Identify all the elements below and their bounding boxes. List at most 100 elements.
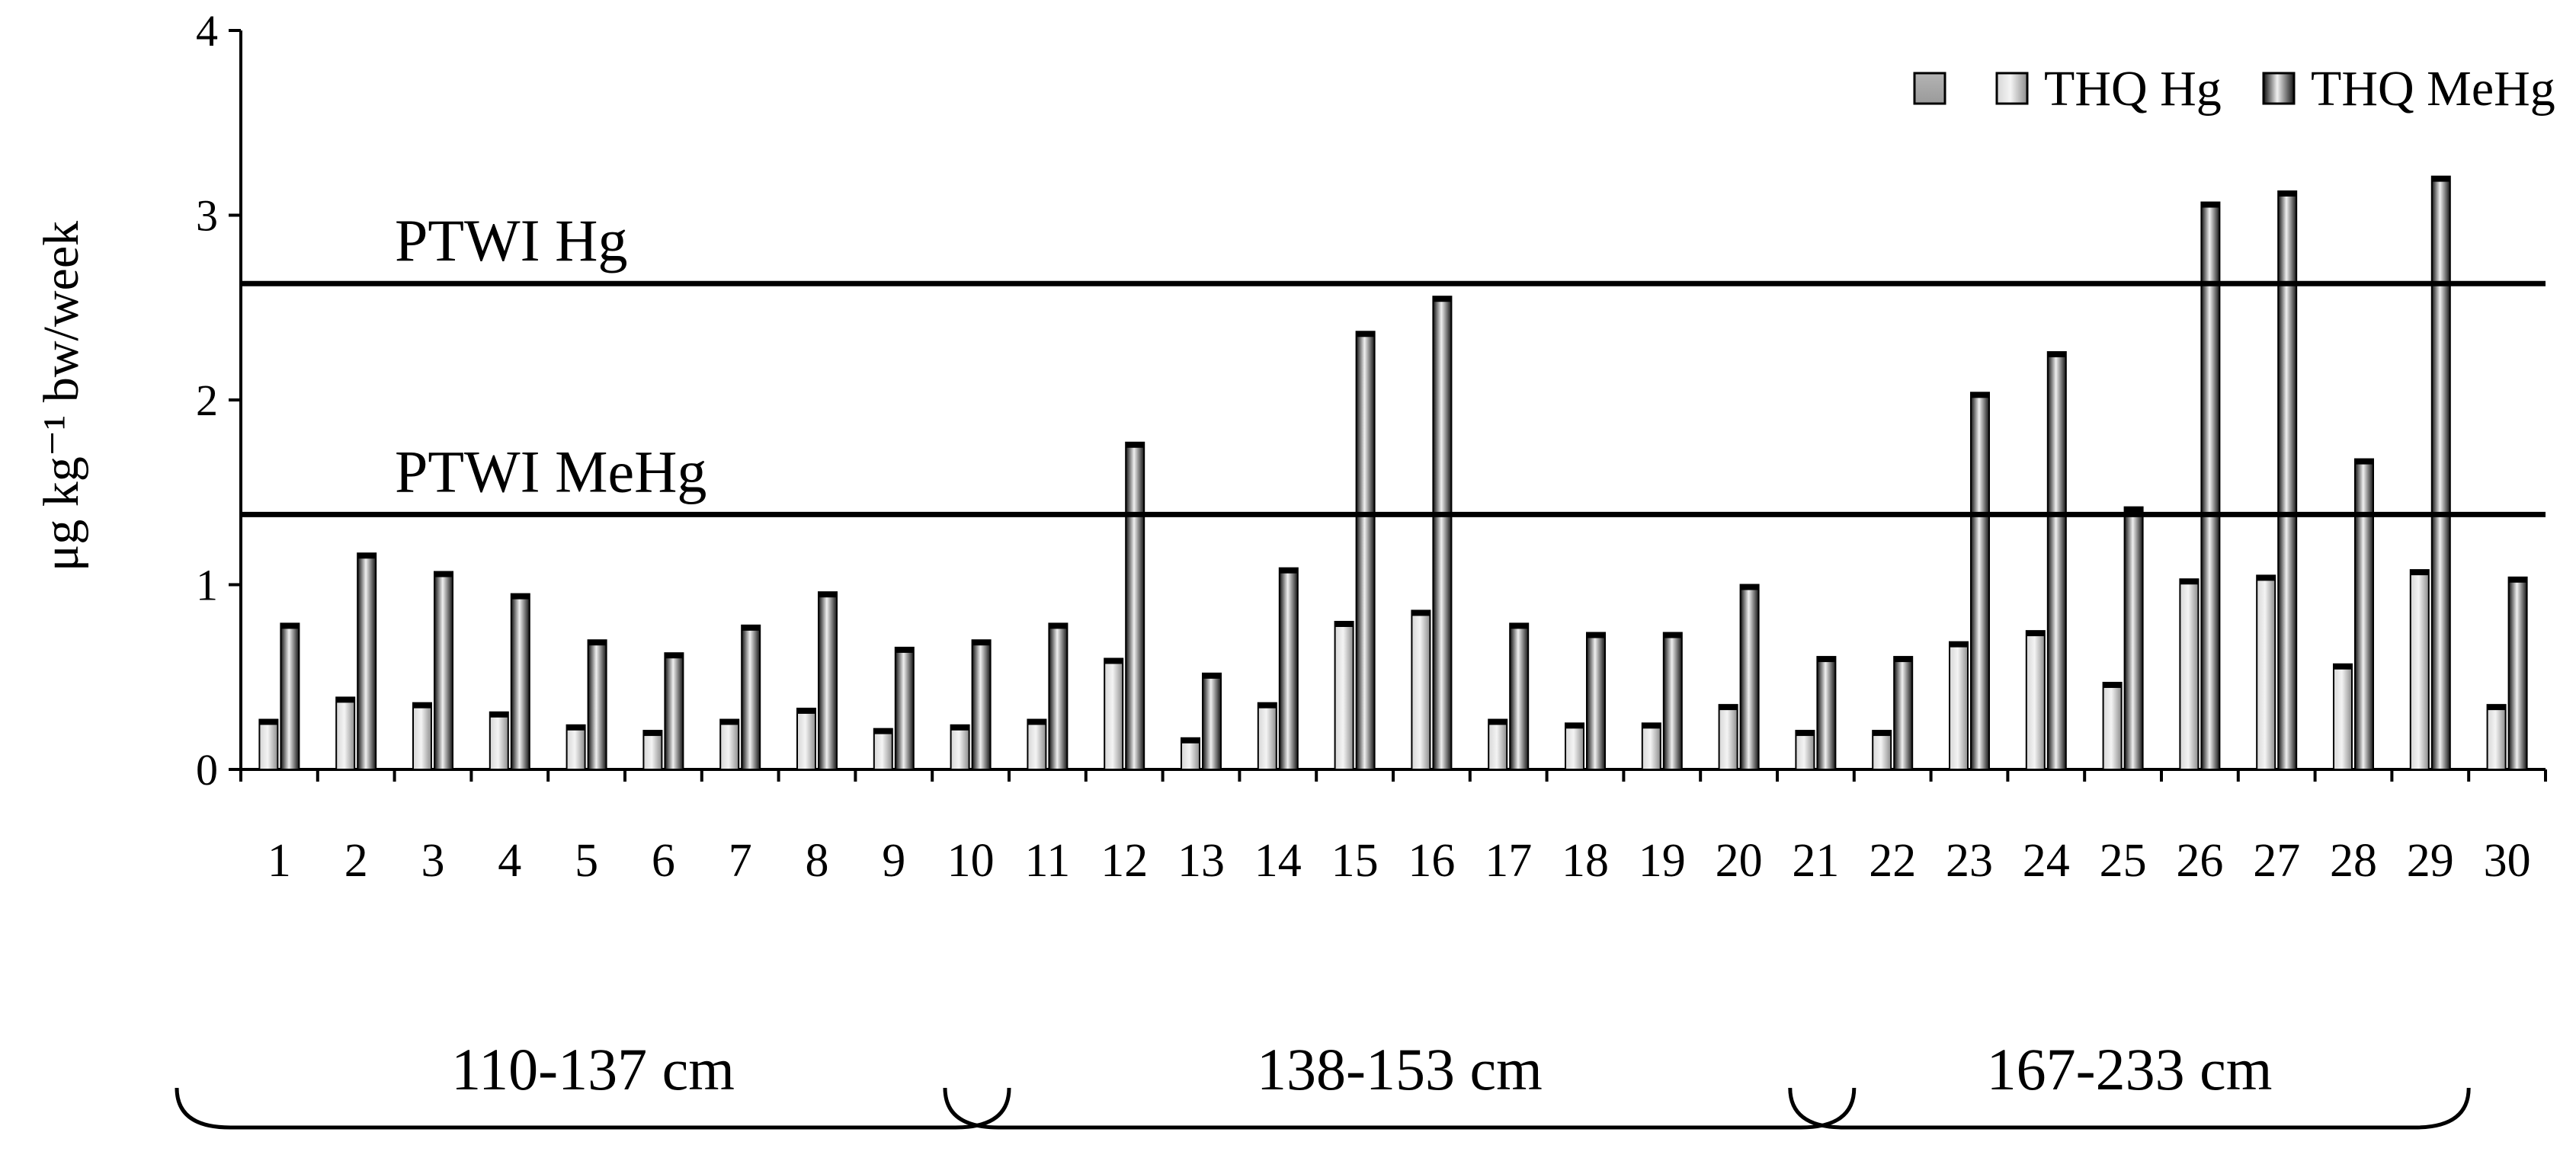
bar-thq-hg — [2486, 704, 2507, 770]
x-tick-label: 24 — [2023, 835, 2070, 887]
bar-thq-hg-cap — [643, 731, 662, 737]
bar-thq-hg — [1718, 704, 1738, 770]
bar-thq-hg — [1949, 641, 1969, 770]
bar-thq-mehg — [2046, 350, 2067, 770]
x-tick-label: 21 — [1792, 835, 1839, 887]
bar-thq-mehg — [2200, 201, 2221, 770]
reference-line-label: PTWI Hg — [395, 207, 627, 273]
group-label: 110-137 cm — [451, 1036, 735, 1102]
bar-thq-mehg-cap — [511, 593, 530, 600]
bar-thq-hg-cap — [2410, 570, 2429, 576]
bar-thq-hg — [1257, 702, 1277, 771]
group-label: 167-233 cm — [1987, 1036, 2273, 1102]
bar-thq-hg — [1641, 722, 1661, 770]
bar-thq-hg-cap — [2103, 683, 2122, 689]
bar-thq-mehg-cap — [1510, 623, 1529, 629]
bar-thq-mehg-cap — [1433, 296, 1452, 302]
x-tick-label: 6 — [652, 835, 675, 887]
bar-thq-hg-cap — [1411, 610, 1431, 616]
x-tick-label: 4 — [498, 835, 521, 887]
bar-thq-hg-cap — [720, 719, 739, 725]
x-tick-label: 22 — [1869, 835, 1916, 887]
bar-thq-hg-cap — [1258, 702, 1277, 708]
bar-thq-mehg — [280, 622, 300, 770]
x-tick-label: 26 — [2176, 835, 2223, 887]
bar-thq-hg-cap — [797, 708, 815, 714]
bar-thq-hg-cap — [336, 697, 355, 703]
x-tick-label: 1 — [268, 835, 291, 887]
bar-thq-mehg — [2277, 190, 2298, 771]
bar-thq-hg-cap — [1950, 641, 1968, 648]
bar-thq-mehg — [1816, 656, 1837, 771]
bar-thq-mehg-cap — [1817, 657, 1836, 663]
x-tick-label: 9 — [882, 835, 905, 887]
reference-lines: PTWI Hg PTWI MeHg — [241, 207, 2546, 517]
reference-line-label: PTWI MeHg — [395, 438, 706, 504]
bar-thq-mehg-cap — [742, 625, 761, 631]
bar-thq-mehg — [1202, 672, 1222, 771]
bar-thq-hg-cap — [950, 724, 969, 731]
bar-thq-mehg — [2430, 175, 2451, 770]
legend-swatch-0 — [1913, 72, 1946, 105]
bar-thq-hg — [2025, 630, 2046, 770]
legend-label-thq-hg: THQ Hg — [2044, 61, 2222, 117]
bar-thq-hg — [2409, 569, 2430, 770]
bar-thq-mehg — [664, 652, 684, 770]
x-tick-label: 27 — [2253, 835, 2300, 887]
bar-thq-hg — [2333, 663, 2353, 771]
bar-thq-hg-cap — [1796, 731, 1815, 737]
bar-thq-mehg — [1586, 632, 1606, 770]
bar-thq-mehg — [357, 552, 377, 771]
bar-thq-mehg — [894, 646, 915, 771]
bar-thq-mehg — [434, 571, 453, 771]
bar-thq-mehg — [1278, 567, 1299, 770]
group-bracket — [175, 1087, 1011, 1130]
bar-thq-hg — [412, 702, 432, 771]
x-tick-label: 3 — [421, 835, 445, 887]
bar-thq-mehg-cap — [2124, 507, 2143, 513]
x-tick-label: 30 — [2484, 835, 2531, 887]
bar-thq-mehg-cap — [357, 553, 376, 559]
legend: THQ Hg THQ MeHg — [1913, 61, 2555, 117]
bar-thq-mehg-cap — [665, 653, 684, 659]
bar-thq-hg — [1027, 718, 1047, 771]
bar-thq-mehg-cap — [2047, 351, 2066, 357]
bar-thq-mehg-cap — [1587, 632, 1605, 638]
bar-thq-mehg — [510, 593, 530, 770]
bar-thq-hg-cap — [1027, 719, 1046, 725]
bar-thq-mehg-cap — [2355, 459, 2373, 465]
legend-swatch-thq-mehg — [2262, 72, 2296, 105]
bar-thq-hg — [566, 724, 586, 770]
bar-thq-mehg — [971, 639, 992, 770]
bar-thq-hg-cap — [1181, 737, 1200, 744]
y-tick-label: 3 — [196, 191, 218, 241]
x-tick-label: 29 — [2407, 835, 2454, 887]
bar-thq-mehg-cap — [2508, 577, 2527, 583]
bars — [258, 175, 2528, 771]
bar-thq-mehg — [1432, 296, 1453, 770]
bar-thq-mehg-cap — [2431, 176, 2450, 182]
bar-thq-mehg — [2123, 506, 2144, 771]
y-tick-label: 2 — [196, 376, 218, 425]
bar-thq-mehg-cap — [819, 592, 837, 598]
bar-thq-hg — [1565, 722, 1584, 770]
bar-thq-hg-cap — [413, 702, 431, 708]
bar-thq-hg-cap — [1642, 723, 1661, 729]
bar-thq-mehg-cap — [1740, 584, 1759, 590]
x-tick-label: 18 — [1562, 835, 1609, 887]
x-tick-label: 10 — [947, 835, 995, 887]
legend-swatch-thq-hg — [1995, 72, 2029, 105]
bar-thq-mehg — [587, 639, 607, 770]
legend-label-thq-mehg: THQ MeHg — [2311, 61, 2555, 117]
bar-thq-hg-cap — [1334, 622, 1354, 627]
bar-thq-hg — [1411, 609, 1431, 771]
x-tick-label: 20 — [1716, 835, 1763, 887]
bar-thq-mehg — [741, 624, 761, 770]
x-tick-label: 2 — [344, 835, 368, 887]
bar-thq-mehg-cap — [1663, 632, 1682, 638]
y-axis-title: μg kg⁻¹ bw/week — [34, 221, 89, 571]
bar-thq-mehg-cap — [1279, 568, 1298, 574]
x-tick-label: 5 — [575, 835, 598, 887]
x-tick-label: 15 — [1331, 835, 1379, 887]
